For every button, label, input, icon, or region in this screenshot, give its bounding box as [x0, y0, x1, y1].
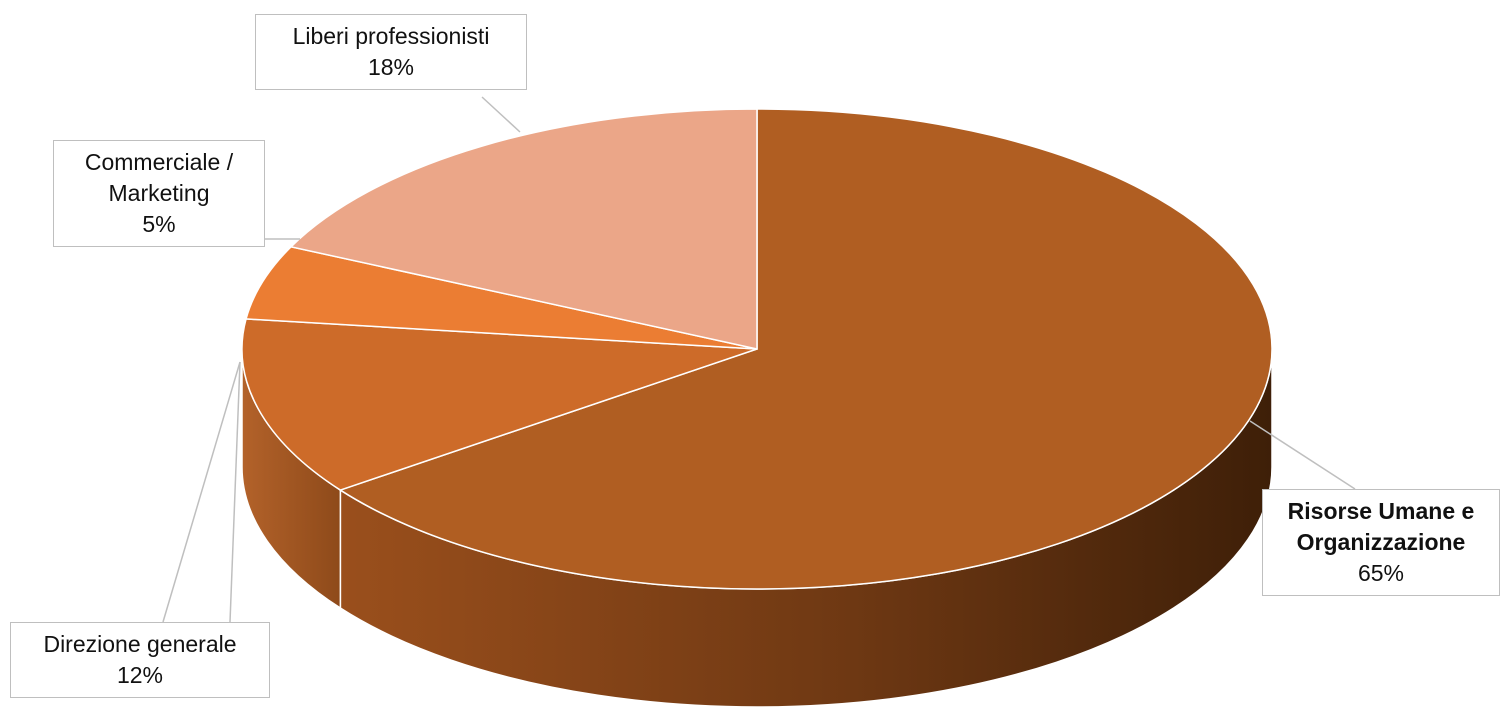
- pie-slice-liberi-professionisti: [289, 108, 758, 350]
- pie-slice-commerciale-marketing: [245, 245, 758, 350]
- pie-slice-risorse-umane-e-organizzazione: [338, 108, 1273, 590]
- data-label-commerciale-marketing: Commerciale / Marketing 5%: [53, 140, 265, 247]
- leader-line-liberi-professionisti: [481, 96, 521, 133]
- slice-value-risorse-umane: 65%: [1357, 560, 1405, 586]
- leader-line-direzione-generale: [229, 361, 241, 623]
- slice-label-risorse-umane: Risorse Umane e Organizzazione: [1287, 498, 1475, 555]
- slice-value-liberi-professionisti: 18%: [367, 54, 415, 80]
- slice-label-commerciale-marketing: Commerciale / Marketing: [84, 149, 234, 206]
- slice-label-direzione-generale: Direzione generale: [43, 631, 237, 657]
- leader-line-direzione-generale: [162, 361, 241, 623]
- slice-label-liberi-professionisti: Liberi professionisti: [292, 23, 490, 49]
- slice-value-commerciale-marketing: 5%: [142, 211, 176, 237]
- leader-line-risorse-umane-e-organizzazione: [1249, 420, 1356, 490]
- pie-slice-direzione-generale: [241, 318, 758, 491]
- data-label-liberi-professionisti: Liberi professionisti 18%: [255, 14, 527, 90]
- slice-value-direzione-generale: 12%: [116, 662, 164, 688]
- data-label-risorse-umane: Risorse Umane e Organizzazione 65%: [1262, 489, 1500, 596]
- data-label-direzione-generale: Direzione generale 12%: [10, 622, 270, 698]
